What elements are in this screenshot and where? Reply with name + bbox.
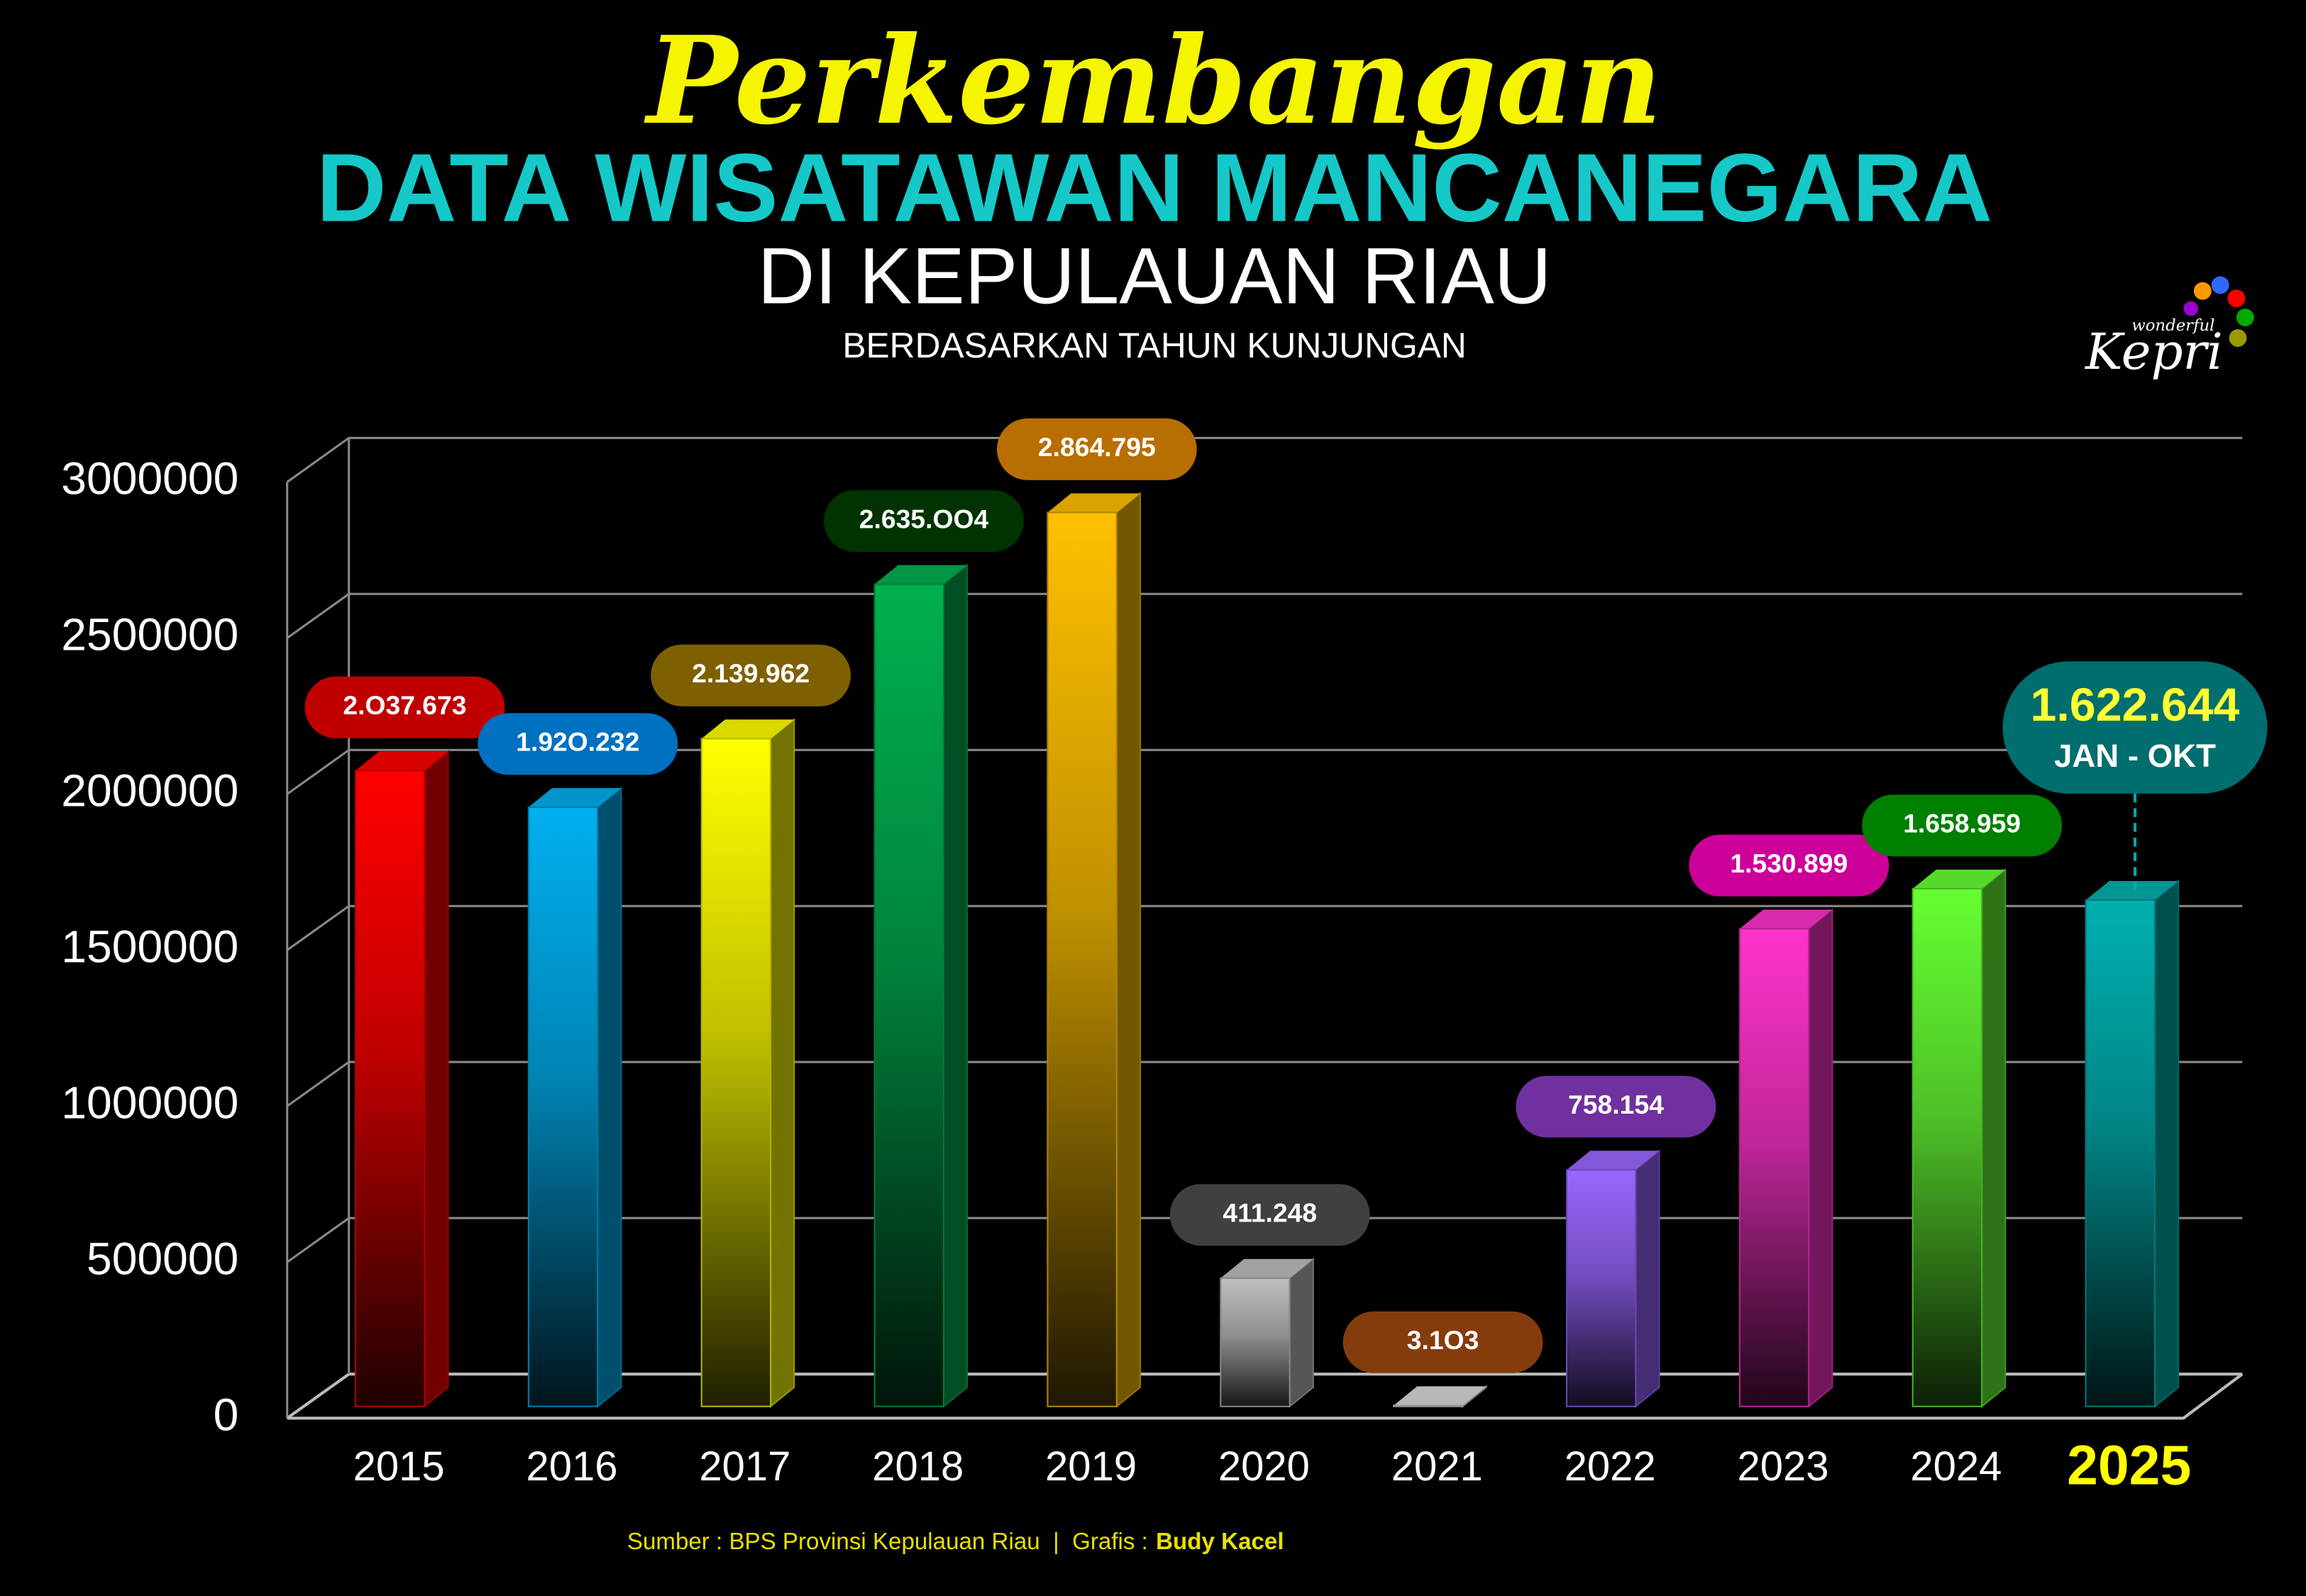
value-label-pill [478, 713, 678, 775]
y-tick-label: 2500000 [61, 609, 238, 660]
value-label-pill [996, 418, 1197, 480]
bar [2085, 899, 2156, 1407]
value-label-pill [1689, 834, 1890, 897]
chart-subtitle: DI KEPULAUAN RIAU [758, 231, 1552, 320]
x-tick-label: 2022 [1565, 1443, 1656, 1490]
source-note: Sumber : BPS Provinsi Kepulauan Riau | G… [627, 1529, 1154, 1555]
bar-side [1981, 868, 2007, 1408]
logo-petal [2227, 289, 2246, 308]
chart-subtitle: BERDASARKAN TAHUN KUNJUNGAN [842, 326, 1466, 365]
value-label-pill [824, 489, 1024, 552]
value-label: 3.1O3 [1407, 1325, 1479, 1355]
logo-text: Kepri [2084, 323, 2223, 381]
bar-top [1739, 909, 1833, 929]
x-tick-label: 2016 [526, 1443, 617, 1490]
x-tick-label: 2021 [1391, 1443, 1483, 1490]
bar [700, 738, 772, 1407]
x-tick-label: 2024 [1910, 1443, 2002, 1490]
bar-side [424, 750, 449, 1408]
bar-side [2153, 879, 2180, 1408]
bar-top [701, 719, 795, 739]
value-label: 2.139.962 [692, 658, 810, 688]
bar-top [355, 751, 448, 771]
bar [527, 806, 599, 1407]
logo-petal [2183, 301, 2199, 316]
bar-top [1567, 1151, 1660, 1170]
value-label-pill [1342, 1311, 1543, 1373]
y-tick-label: 500000 [87, 1233, 238, 1284]
author-note: Budy Kacel [1156, 1529, 1284, 1555]
bar-side [1635, 1149, 1660, 1408]
value-label: 2.635.OO4 [859, 504, 989, 533]
bar [873, 583, 945, 1407]
bar [1220, 1277, 1291, 1407]
bar-top [1220, 1258, 1313, 1278]
y-tick-label: 1000000 [61, 1077, 238, 1128]
value-label: 2.864.795 [1038, 432, 1156, 462]
bar-side [1115, 492, 1142, 1408]
value-label-pill [1862, 794, 2063, 857]
value-label: 1.530.899 [1730, 848, 1848, 878]
bar-top [1394, 1386, 1486, 1406]
y-tick-label: 2000000 [61, 765, 238, 816]
logo: wonderful Kepri [2084, 276, 2254, 381]
bar-top [2085, 880, 2179, 900]
bar-side [1289, 1257, 1314, 1408]
y-tick-label: 0 [214, 1389, 239, 1440]
logo-petal [2211, 276, 2229, 294]
x-tick-label: 2015 [353, 1443, 445, 1490]
bar-top [528, 788, 622, 807]
bar-top [1912, 869, 2006, 889]
bar [1911, 887, 1983, 1407]
bar-side [942, 563, 969, 1408]
bar-side [597, 786, 622, 1408]
y-tick-label: 1500000 [61, 921, 238, 972]
bar-top [874, 565, 968, 584]
logo-petal [2229, 329, 2247, 347]
value-label: 758.154 [1568, 1090, 1664, 1119]
bar [1565, 1169, 1637, 1407]
x-tick-label: 2019 [1045, 1443, 1137, 1490]
value-label: 1.658.959 [1903, 809, 2021, 838]
value-label-pill [1516, 1075, 1716, 1138]
value-label-pill [2002, 661, 2268, 794]
x-tick-label: 2018 [872, 1443, 964, 1490]
value-label-pill [651, 644, 851, 706]
y-tick-label: 3000000 [61, 453, 238, 504]
bar [1047, 511, 1118, 1407]
x-tick-label: 2023 [1737, 1443, 1828, 1490]
chart-title: Perkembangan [644, 10, 1662, 152]
annotation: JAN - OKT [2054, 738, 2216, 774]
floor-edge [287, 1373, 2244, 1420]
bar-top [1047, 493, 1140, 513]
bar-side [770, 718, 795, 1408]
value-label: 1.92O.232 [516, 727, 639, 757]
x-tick-label: 2017 [699, 1443, 790, 1490]
logo-text: wonderful [2131, 316, 2214, 335]
value-label-pill [1169, 1184, 1370, 1246]
chart-subtitle: DATA WISATAWAN MANCANEGARA [316, 133, 1992, 242]
value-label-pill [304, 676, 505, 738]
x-tick-label: 2020 [1218, 1443, 1310, 1490]
bar-side [1808, 908, 1833, 1408]
value-label: 411.248 [1223, 1198, 1317, 1228]
logo-petal [2193, 282, 2212, 300]
value-label: 2.O37.673 [343, 690, 466, 720]
bar [1393, 1404, 1464, 1407]
bar [355, 770, 426, 1407]
x-tick-label: 2025 [2067, 1434, 2191, 1497]
value-label: 1.622.644 [2031, 679, 2240, 731]
bar [1738, 928, 1810, 1407]
logo-petal [2236, 309, 2254, 326]
